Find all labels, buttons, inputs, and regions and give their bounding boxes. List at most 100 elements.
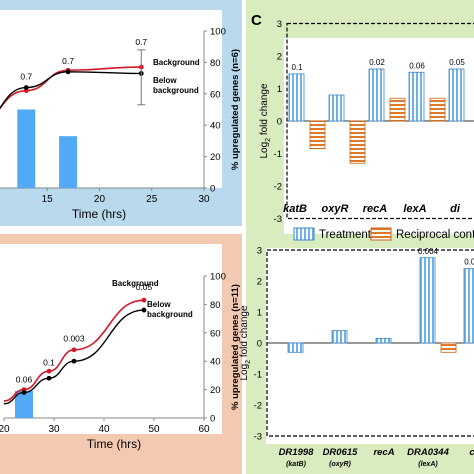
bar-treatment <box>463 268 474 344</box>
x-axis-label: Time (hrs) <box>87 437 141 451</box>
p-value-label: 0.06 <box>16 375 33 385</box>
y-tick-label: 1 <box>257 308 262 319</box>
chart-right-top: 3 2 1 0 -1 -2 -3 Log2 fold change katB oxyR recA le… <box>259 19 474 225</box>
y-tick-label: -2 <box>254 401 262 412</box>
category-sublabel: (katB) <box>286 461 307 468</box>
y2-tick-label: 40 <box>210 121 221 132</box>
y-tick-label: 1 <box>277 84 282 95</box>
y-tick-label: 2 <box>277 52 282 63</box>
p-value-label: 0.004 <box>418 247 439 256</box>
plot-top-left-area <box>0 10 222 188</box>
y-tick-label: 2 <box>257 277 262 288</box>
category-label: di <box>450 203 461 215</box>
bar-treatment <box>448 68 465 122</box>
series-point <box>71 358 77 364</box>
series-point <box>71 347 77 353</box>
bar-control <box>349 120 366 164</box>
category-label: DRA0344 <box>407 447 449 458</box>
y-tick-label: 0 <box>257 339 262 350</box>
x-tick-label: 20 <box>0 424 10 435</box>
legend-control-label: Reciprocal control <box>396 229 474 241</box>
y-tick-label: -1 <box>274 149 282 160</box>
y-axis-label: Log2 fold change <box>259 83 272 159</box>
x-tick-label: 30 <box>48 424 60 435</box>
y2-tick-label: 80 <box>210 58 221 69</box>
p-value-label: 0.06 <box>409 61 425 70</box>
p-value-label: 0.7 <box>20 72 32 82</box>
bar-control <box>429 97 446 122</box>
p-value-label: 0.05 <box>136 282 153 292</box>
y-tick-label: 3 <box>277 19 282 30</box>
y2-tick-label: 0 <box>210 414 215 425</box>
category-sublabel: (oxyR) <box>329 461 351 468</box>
category-label: lexA <box>403 203 426 215</box>
category-label: DR1998 <box>279 447 315 458</box>
series-line <box>0 71 142 110</box>
p-value-label: 0.7 <box>135 37 147 47</box>
category-label: c <box>469 447 474 458</box>
category-label: oxyR <box>322 203 349 215</box>
category-label: DR0615 <box>323 447 359 458</box>
bar-control <box>309 120 326 150</box>
category-sublabel: (lexA) <box>418 461 438 468</box>
y2-tick-label: 20 <box>210 152 221 163</box>
bar-treatment <box>288 73 305 122</box>
bar-treatment <box>419 257 436 344</box>
series-label: Below background <box>147 300 193 319</box>
x-axis-label: Time (hrs) <box>72 207 126 221</box>
series-point <box>21 390 27 395</box>
y2-tick-label: 100 <box>210 27 226 38</box>
bar-treatment <box>368 68 385 122</box>
y2-tick-label: 20 <box>210 385 221 396</box>
bar-treatment <box>375 337 392 344</box>
plot-bottom-left-area <box>0 244 222 434</box>
p-value-label: 0.7 <box>62 56 74 66</box>
x-tick-label: 15 <box>42 194 54 205</box>
legend-control-swatch <box>370 227 392 241</box>
chart-top-left: 10 15 20 25 300 20 40 60 80 100 Time (hrs) % upregu… <box>0 27 241 221</box>
category-label: recA <box>363 203 388 215</box>
bar-control <box>440 342 457 353</box>
y-tick-label: 3 <box>257 246 262 257</box>
x-tick-label: 10 <box>0 194 1 205</box>
x-tick-label: 25 <box>146 194 158 205</box>
bar <box>59 136 78 188</box>
y-tick-label: -2 <box>274 182 282 193</box>
series-point <box>141 307 147 313</box>
legend-treatment-swatch <box>293 227 315 241</box>
series-point <box>46 375 52 381</box>
y2-tick-label: 80 <box>210 300 221 311</box>
bar-control <box>389 97 406 122</box>
bar <box>15 391 33 418</box>
category-label: recA <box>373 447 394 458</box>
series-line <box>0 66 142 110</box>
y2-tick-label: 100 <box>210 272 226 283</box>
y2-axis-label: % upregulated genes (n=6) <box>230 49 241 170</box>
x-tick-label: 50 <box>148 424 160 435</box>
y-axis-label: Log2 fold change <box>239 305 252 381</box>
series-point <box>65 69 71 75</box>
x-tick-label: 40 <box>98 424 110 435</box>
series-point <box>141 297 147 303</box>
y2-tick-label: 0 <box>210 184 215 195</box>
p-value-label: 0.02 <box>369 58 385 67</box>
series-line <box>3 309 145 405</box>
series-label: Background <box>112 279 159 288</box>
x-tick-label: 20 <box>94 194 106 205</box>
series-point <box>23 85 29 90</box>
y2-tick-label: 60 <box>210 328 221 339</box>
y-tick-label: -3 <box>274 214 282 225</box>
y2-axis-label: % upregulated genes (n=11) <box>230 284 241 410</box>
series-point <box>46 368 52 374</box>
y-tick-label: -1 <box>254 370 262 381</box>
x-tick-label: 60 <box>198 424 210 435</box>
series-label: Background <box>153 58 200 67</box>
p-value-label: 0.003 <box>63 333 85 343</box>
y2-tick-label: 40 <box>210 357 221 368</box>
bar-treatment <box>408 71 425 122</box>
bar-treatment <box>287 342 304 353</box>
legend: Treatment Reciprocal control <box>293 227 474 241</box>
chart-right-bottom: 3 2 1 0 -1 -2 -3 Log2 fold change DR1998 (katB) DR… <box>239 246 474 468</box>
bar-treatment <box>328 94 345 122</box>
